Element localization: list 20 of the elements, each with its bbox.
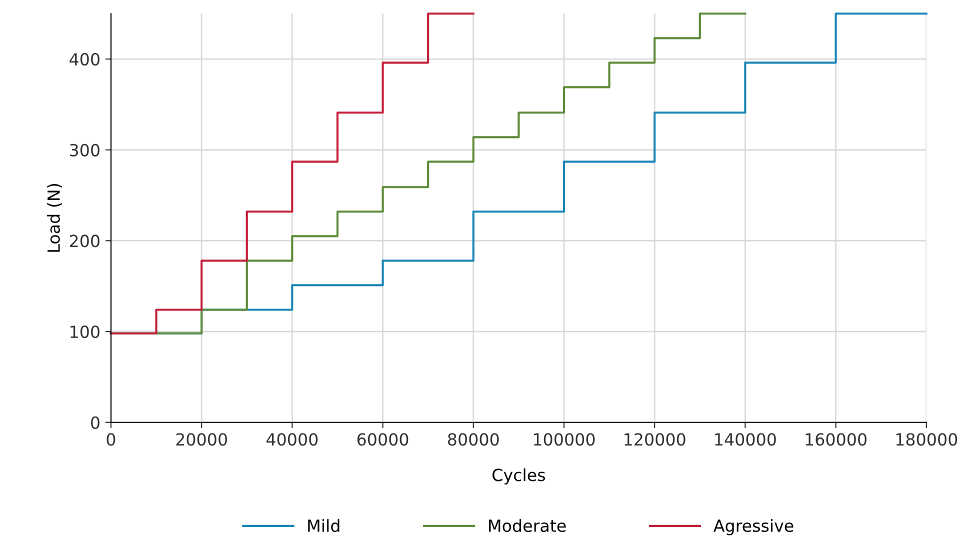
x-tick-label: 40000 — [266, 433, 318, 446]
x-axis-title: Cycles — [492, 468, 545, 484]
legend-label: Mild — [308, 519, 340, 532]
x-tick-label: 180000 — [896, 433, 958, 446]
y-tick-label: 300 — [70, 144, 100, 156]
x-tick-label: 160000 — [806, 433, 866, 446]
legend-label: Moderate — [489, 519, 566, 532]
x-tick-label: 100000 — [534, 433, 595, 446]
x-tick-label: 80000 — [448, 433, 499, 446]
x-tick-label: 0 — [106, 433, 116, 446]
y-tick-label: 400 — [70, 53, 100, 66]
x-tick-label: 120000 — [624, 433, 686, 446]
x-tick-label: 60000 — [357, 433, 408, 446]
legend-label: Agressive — [713, 519, 794, 536]
y-tick-label: 200 — [70, 234, 100, 248]
x-tick-label: 20000 — [176, 433, 227, 446]
y-tick-label: 0 — [91, 416, 100, 429]
y-tick-label: 100 — [70, 326, 100, 338]
y-axis-title: Load (N) — [47, 184, 62, 252]
x-tick-label: 140000 — [715, 433, 776, 446]
